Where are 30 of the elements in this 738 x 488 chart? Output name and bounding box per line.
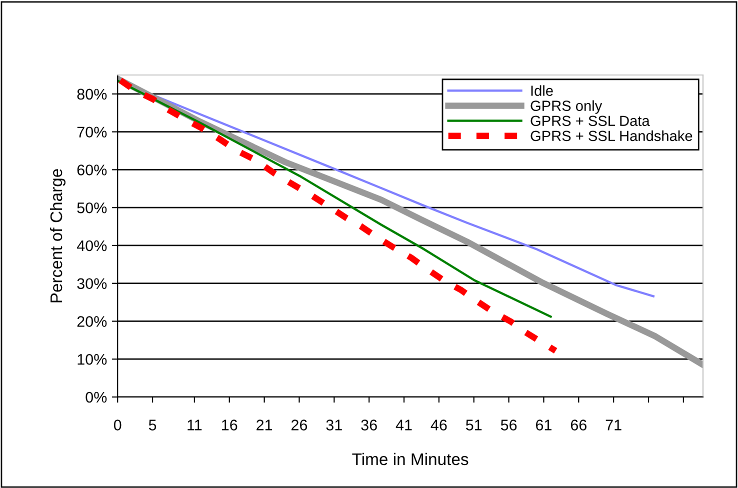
- y-tick-label: 10%: [78, 354, 107, 365]
- x-tick-label: 31: [326, 420, 342, 430]
- x-tick-label: 0: [114, 420, 122, 430]
- y-tick-label: 30%: [77, 278, 107, 290]
- legend-label: Idle: [531, 85, 553, 96]
- y-tick-label: 20%: [77, 316, 107, 327]
- y-tick-label: 0%: [86, 392, 107, 403]
- x-tick-label: 71: [606, 420, 622, 430]
- y-tick-label: 50%: [77, 202, 107, 214]
- legend-label: GPRS only: [530, 100, 602, 114]
- legend-label: GPRS + SSL Handshake: [530, 130, 692, 142]
- y-tick-label: 70%: [77, 126, 107, 138]
- x-tick-label: 51: [466, 420, 482, 430]
- x-tick-label: 36: [361, 420, 377, 430]
- legend-label: GPRS + SSL Data: [530, 116, 650, 126]
- x-tick-label: 61: [536, 420, 552, 430]
- x-tick-label: 11: [188, 420, 202, 430]
- x-tick-label: 5: [148, 420, 156, 430]
- y-tick-label: 40%: [76, 240, 107, 252]
- x-tick-label: 26: [292, 420, 308, 430]
- y-tick-label: 80%: [77, 88, 107, 100]
- x-tick-label: 46: [430, 420, 447, 430]
- x-tick-label: 41: [396, 420, 412, 430]
- y-tick-label: 60%: [77, 164, 107, 176]
- x-tick-label: 16: [222, 420, 238, 430]
- x-tick-label: 66: [570, 420, 586, 430]
- x-axis-title: Time in Minutes: [352, 452, 468, 466]
- x-tick-label: 56: [500, 420, 517, 430]
- x-tick-label: 21: [256, 420, 272, 430]
- y-axis-title: Percent of Charge: [50, 169, 66, 302]
